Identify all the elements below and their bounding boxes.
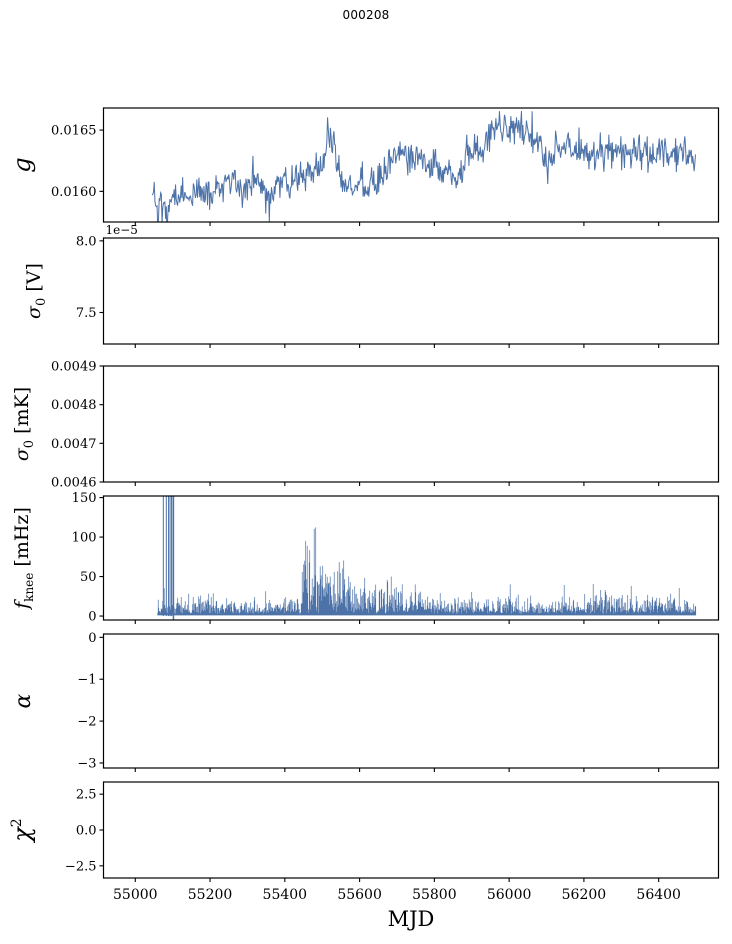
panel-sigma0-mk: 0.0046 0.0047 0.0048 0.0049 σ0 [mK] <box>11 360 720 491</box>
ylabel-f-knee: fknee [mHz] <box>11 507 36 611</box>
axes-frame-sigma0-mk <box>102 365 720 483</box>
xtick-label: 55600 <box>337 887 382 903</box>
ytick-label: 0.0046 <box>51 476 97 491</box>
xtick-label: 55200 <box>188 887 233 903</box>
ytick-label: 0.0160 <box>51 185 97 200</box>
series-f-knee <box>157 496 697 620</box>
xtick-label: 55000 <box>113 887 158 903</box>
ytick-label: −3 <box>77 756 96 771</box>
ytick-label: 50 <box>80 570 97 585</box>
ylabel-sigma0-mk: σ0 [mK] <box>11 387 37 461</box>
ytick-label: 7.5 <box>76 306 97 321</box>
ylabel-gain: g <box>8 157 36 172</box>
ytick-label: 0.0 <box>76 824 97 839</box>
axes-frame-sigma0-volts <box>102 237 720 345</box>
axes-frame-gain <box>102 107 720 223</box>
xtick-label: 55800 <box>412 887 457 903</box>
xtick-label: 56400 <box>636 887 681 903</box>
ytick-label: 0.0165 <box>51 124 97 139</box>
ylabel-chi-squared: χ2 <box>8 818 36 843</box>
ytick-label: 0.0049 <box>51 360 97 375</box>
panel-chi-squared: −2.5 0.0 2.5 55000 55200 55400 55600 55800 56000… <box>8 781 720 903</box>
y-offset-text: 1e−5 <box>106 223 138 237</box>
ytick-label: −2 <box>77 715 96 730</box>
xlabel: MJD <box>388 907 435 931</box>
panel-alpha: 0 −1 −2 −3 α <box>11 631 720 772</box>
axes-frame-f-knee <box>102 495 720 621</box>
ytick-label: 100 <box>72 531 97 546</box>
axes-frame-chi-squared <box>102 781 720 879</box>
ytick-label: 8.0 <box>76 234 97 249</box>
ylabel-sigma0-volts: σ0 [V] <box>23 263 49 319</box>
ytick-label: 0 <box>88 631 96 646</box>
axes-frame-alpha <box>102 633 720 769</box>
xtick-label: 55400 <box>263 887 308 903</box>
ytick-label: 2.5 <box>76 788 97 803</box>
ytick-label: −1 <box>77 673 96 688</box>
ytick-label: 0.0048 <box>51 398 97 413</box>
ytick-label: 150 <box>72 491 97 506</box>
figure-title: 000208 <box>342 8 390 22</box>
series-gain <box>151 111 697 222</box>
panel-sigma0-volts: 7.5 8.0 1e−5 σ0 [V] <box>23 223 720 348</box>
ylabel-alpha: α <box>11 693 36 708</box>
ytick-label: 0.0047 <box>51 437 97 452</box>
panel-gain: 0.0160 0.0165 g <box>8 107 720 226</box>
panel-f-knee: 0 50 100 150 fknee [mHz] <box>11 491 720 625</box>
ytick-label: 0 <box>88 610 96 625</box>
xtick-label: 56200 <box>562 887 607 903</box>
ytick-label: −2.5 <box>65 859 97 874</box>
xtick-label: 56000 <box>487 887 532 903</box>
